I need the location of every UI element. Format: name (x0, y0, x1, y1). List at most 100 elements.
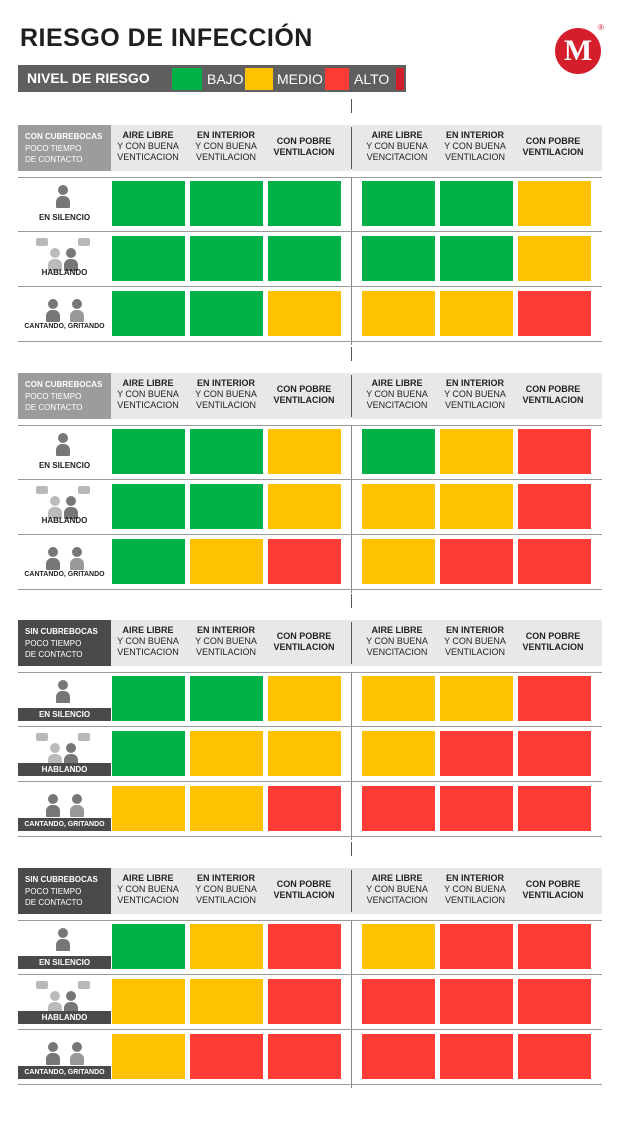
risk-cell-bajo (268, 181, 341, 226)
column-header: Y CON BUENA (366, 636, 428, 646)
risk-cell-alto (440, 539, 513, 584)
risk-cell-alto (440, 731, 513, 776)
risk-cell-alto (518, 786, 591, 831)
header-band (18, 373, 602, 419)
column-header: VENTICACION (117, 647, 179, 657)
column-header: AIRE LIBRE (122, 378, 174, 388)
activity-label: CANTANDO, GRITANDO (24, 571, 105, 578)
row-divider (18, 479, 602, 480)
column-header: EN INTERIOR (196, 378, 255, 388)
people-shouting-icon (34, 788, 94, 822)
column-header: VENTILACION (195, 895, 256, 905)
column-header: Y CON BUENA (195, 141, 257, 151)
column-header: VENTILACION (195, 152, 256, 162)
risk-cell-alto (518, 291, 591, 336)
column-header: VENTILACION (522, 395, 584, 405)
column-header: Y CON BUENA (366, 141, 428, 151)
people-shouting-icon (34, 541, 94, 575)
row-divider (18, 1084, 602, 1085)
column-header: VENCITACION (366, 152, 428, 162)
risk-cell-alto (440, 924, 513, 969)
registered-mark: ® (598, 23, 604, 32)
risk-cell-bajo (440, 181, 513, 226)
activity-label: EN SILENCIO (38, 213, 91, 222)
column-header: CON POBRE (525, 384, 581, 394)
risk-cell-alto (440, 979, 513, 1024)
scenario-sub-2: DE CONTACTO (25, 403, 83, 412)
row-divider (18, 781, 602, 782)
column-header: VENTICACION (117, 895, 179, 905)
risk-cell-bajo (112, 676, 185, 721)
risk-cell-alto (518, 731, 591, 776)
column-header: EN INTERIOR (445, 625, 504, 635)
column-header: AIRE LIBRE (371, 625, 423, 635)
row-divider (18, 425, 602, 426)
column-header: VENCITACION (366, 895, 428, 905)
column-header: EN INTERIOR (196, 625, 255, 635)
risk-cell-medio (362, 731, 435, 776)
risk-cell-alto (518, 539, 591, 584)
risk-cell-bajo (112, 539, 185, 584)
risk-cell-bajo (112, 291, 185, 336)
column-header: VENTICACION (117, 400, 179, 410)
risk-cell-alto (518, 676, 591, 721)
column-header: EN INTERIOR (445, 873, 504, 883)
scenario-box (18, 620, 111, 666)
column-header: CON POBRE (276, 136, 332, 146)
risk-cell-medio (362, 484, 435, 529)
legend-accent (396, 68, 404, 90)
scenario-sub-1: POCO TIEMPO (25, 639, 82, 648)
risk-cell-medio (518, 181, 591, 226)
row-divider (18, 836, 602, 837)
scenario-box (18, 868, 111, 914)
risk-cell-medio (268, 291, 341, 336)
row-divider (18, 726, 602, 727)
risk-cell-medio (112, 786, 185, 831)
risk-cell-bajo (190, 429, 263, 474)
column-header: AIRE LIBRE (371, 130, 423, 140)
header-band (18, 125, 602, 171)
group-separator (351, 375, 352, 417)
people-talking-icon (34, 978, 94, 1015)
column-header: EN INTERIOR (445, 130, 504, 140)
risk-cell-alto (518, 429, 591, 474)
risk-cell-alto (362, 786, 435, 831)
risk-cell-medio (362, 924, 435, 969)
group-separator (351, 594, 352, 608)
risk-cell-alto (362, 1034, 435, 1079)
risk-cell-medio (268, 484, 341, 529)
column-header: VENTILACION (522, 147, 584, 157)
column-header: AIRE LIBRE (122, 625, 174, 635)
risk-cell-medio (440, 291, 513, 336)
activity-label: EN SILENCIO (38, 461, 91, 470)
risk-cell-medio (268, 429, 341, 474)
column-header: VENTILACION (444, 400, 505, 410)
column-header: CON POBRE (525, 879, 581, 889)
risk-cell-bajo (112, 236, 185, 281)
risk-cell-medio (362, 539, 435, 584)
legend-swatch-bajo (172, 68, 202, 90)
column-header: AIRE LIBRE (371, 378, 423, 388)
people-shouting-icon (34, 293, 94, 327)
column-header: VENTILACION (522, 890, 584, 900)
risk-cell-medio (190, 979, 263, 1024)
column-header: EN INTERIOR (196, 873, 255, 883)
scenario-sub-1: POCO TIEMPO (25, 144, 82, 153)
legend-title: NIVEL DE RIESGO (27, 70, 150, 86)
activity-label: EN SILENCIO (18, 708, 111, 721)
scenario-box (18, 373, 111, 419)
risk-cell-bajo (190, 181, 263, 226)
row-divider (18, 341, 602, 342)
column-header: VENCITACION (366, 400, 428, 410)
column-header: VENCITACION (366, 647, 428, 657)
column-header: Y CON BUENA (366, 884, 428, 894)
column-header: AIRE LIBRE (122, 130, 174, 140)
risk-cell-bajo (190, 291, 263, 336)
risk-cell-bajo (362, 181, 435, 226)
milenio-logo (555, 28, 601, 74)
risk-cell-medio (268, 676, 341, 721)
group-separator (351, 842, 352, 856)
risk-cell-alto (268, 1034, 341, 1079)
activity-label: CANTANDO, GRITANDO (18, 1066, 111, 1079)
risk-cell-bajo (112, 484, 185, 529)
